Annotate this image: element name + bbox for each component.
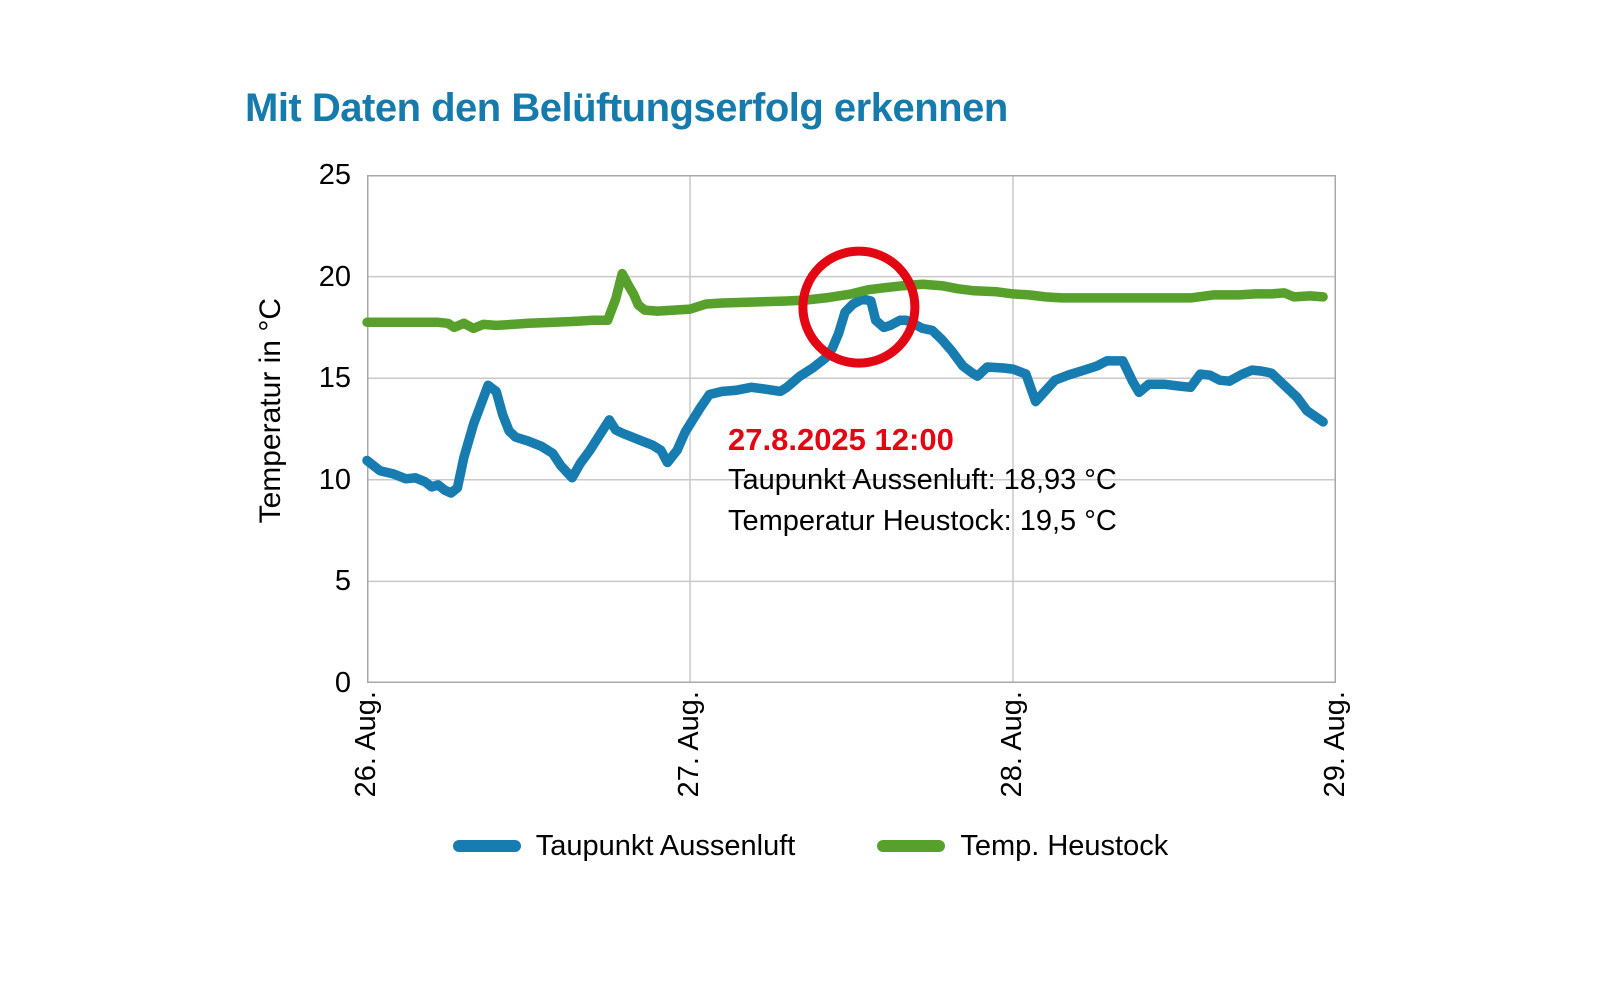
y-tick-label: 20 [318,260,351,293]
y-tick-label: 15 [318,362,351,395]
legend-item: Temp. Heustock [877,830,1168,863]
legend-line-swatch [877,840,946,852]
legend-line-swatch [452,840,521,852]
legend-label: Taupunkt Aussenluft [535,829,796,862]
x-tick-label: 29. Aug. [1319,691,1351,798]
x-tick-label: 28. Aug. [996,691,1028,798]
legend-item: Taupunkt Aussenluft [452,829,796,863]
plot-area [362,175,1336,683]
hay-temperature-line [362,268,1328,334]
y-tick-label: 25 [318,159,351,191]
y-tick-label: 10 [318,463,351,496]
annotation-haystack-value: Temperatur Heustock: 19,5 °C [728,505,1117,537]
y-tick-label: 5 [334,565,351,598]
page-title: Mit Daten den Belüftungserfolg erkennen [245,86,1008,130]
legend-label: Temp. Heustock [960,829,1169,862]
legend: Taupunkt Aussenluft Temp. Heustock [367,824,1336,868]
x-tick-label: 27. Aug. [673,691,705,798]
highlight-circle [798,246,920,368]
annotation-timestamp: 27.8.2025 12:00 [728,422,954,457]
plot-border [367,175,1336,683]
annotation-callout: 27.8.2025 12:00 Taupunkt Aussenluft: 18,… [728,419,1117,542]
x-tick-label: 26. Aug. [350,691,382,798]
y-tick-label: 0 [334,667,351,699]
line-chart [362,175,1336,683]
annotation-dewpoint-value: Taupunkt Aussenluft: 18,93 °C [728,464,1117,496]
dew-point-line [362,294,1328,498]
